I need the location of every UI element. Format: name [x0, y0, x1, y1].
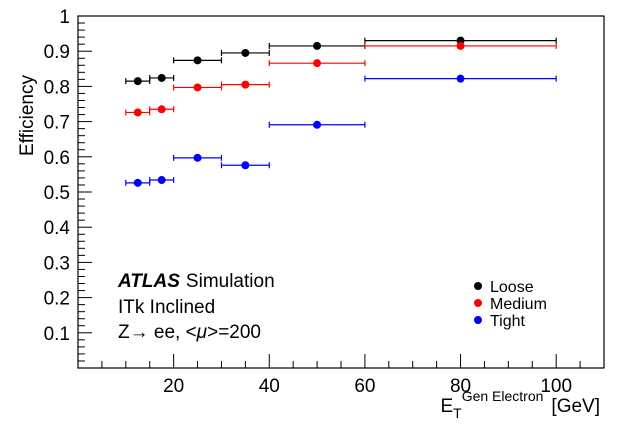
x-tick-label: 40 — [259, 376, 280, 397]
legend-label-medium: Medium — [490, 296, 547, 313]
medium-point — [193, 83, 202, 92]
atlas-annotation: ATLAS Simulation — [117, 271, 275, 292]
legend-marker-medium — [474, 299, 482, 307]
axis-ticks: 20 40 60 80 100 0.1 0.2 0.3 0.4 0.5 0.6 0.7 0.8 0.9 1 — [44, 7, 581, 397]
y-tick-label: 0.1 — [44, 324, 70, 345]
tight-point — [313, 120, 322, 129]
atlas-label: ATLAS — [117, 271, 180, 292]
tight-point — [157, 176, 166, 185]
medium-point — [133, 108, 142, 117]
y-tick-label: 0.8 — [44, 77, 70, 98]
itk-annotation: ITk Inclined — [118, 297, 215, 318]
medium-point — [456, 41, 465, 50]
x-tick-label: 20 — [163, 376, 184, 397]
tight-point — [193, 153, 202, 162]
medium-point — [157, 105, 166, 114]
tight-point — [241, 161, 250, 170]
tight-point — [133, 178, 142, 187]
medium-point — [313, 59, 322, 68]
y-tick-label: 0.5 — [44, 183, 70, 204]
x-tick-label: 60 — [354, 376, 375, 397]
x-tick-label: 80 — [450, 376, 471, 397]
loose-point — [241, 48, 250, 57]
process-pre: Z→ ee, < — [118, 322, 197, 343]
x-axis-title-main: E — [440, 396, 453, 417]
y-axis-title: Efficiency — [17, 75, 38, 156]
y-tick-label: 0.7 — [44, 113, 70, 134]
process-post: >=200 — [207, 322, 261, 343]
y-tick-label: 0.6 — [44, 148, 70, 169]
legend-label-loose: Loose — [490, 279, 534, 296]
loose-point — [157, 73, 166, 82]
loose-point — [313, 41, 322, 50]
x-axis-title-sup: Gen Electron — [462, 388, 544, 404]
tight-point — [456, 74, 465, 83]
simulation-label: Simulation — [186, 271, 275, 292]
process-annotation: Z→ ee, <μ>=200 — [118, 322, 261, 343]
legend-marker-tight — [474, 316, 482, 324]
loose-point — [133, 77, 142, 86]
y-tick-label: 0.3 — [44, 253, 70, 274]
x-axis-title-sub: T — [453, 405, 462, 421]
x-tick-label: 100 — [540, 376, 572, 397]
y-tick-label: 0.2 — [44, 289, 70, 310]
y-tick-label: 0.4 — [44, 218, 71, 239]
medium-point — [241, 80, 250, 89]
process-mu: μ — [196, 322, 208, 343]
x-axis-title-unit: [GeV] — [551, 396, 600, 417]
data-marks — [125, 36, 557, 187]
legend-marker-loose — [474, 282, 482, 290]
y-tick-label: 0.9 — [44, 42, 70, 63]
y-tick-label: 1 — [59, 7, 70, 28]
loose-point — [193, 56, 202, 65]
legend-label-tight: Tight — [490, 313, 526, 330]
x-axis-title: ETGen Electron [GeV] — [440, 388, 600, 421]
